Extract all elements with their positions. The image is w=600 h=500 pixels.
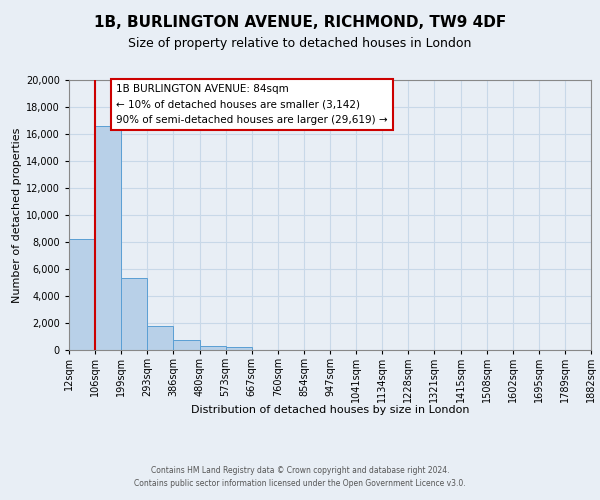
Y-axis label: Number of detached properties: Number of detached properties [12, 128, 22, 302]
Bar [148, 326, 173, 350]
Bar [226, 347, 252, 350]
X-axis label: Distribution of detached houses by size in London: Distribution of detached houses by size … [191, 405, 469, 415]
Text: 1B, BURLINGTON AVENUE, RICHMOND, TW9 4DF: 1B, BURLINGTON AVENUE, RICHMOND, TW9 4DF [94, 15, 506, 30]
Bar [199, 346, 226, 350]
Text: Size of property relative to detached houses in London: Size of property relative to detached ho… [128, 38, 472, 51]
Bar [173, 340, 199, 350]
Text: Contains HM Land Registry data © Crown copyright and database right 2024.
Contai: Contains HM Land Registry data © Crown c… [134, 466, 466, 487]
Bar [69, 240, 95, 350]
Bar [95, 126, 121, 350]
Bar [121, 278, 148, 350]
Text: 1B BURLINGTON AVENUE: 84sqm
← 10% of detached houses are smaller (3,142)
90% of : 1B BURLINGTON AVENUE: 84sqm ← 10% of det… [116, 84, 388, 125]
